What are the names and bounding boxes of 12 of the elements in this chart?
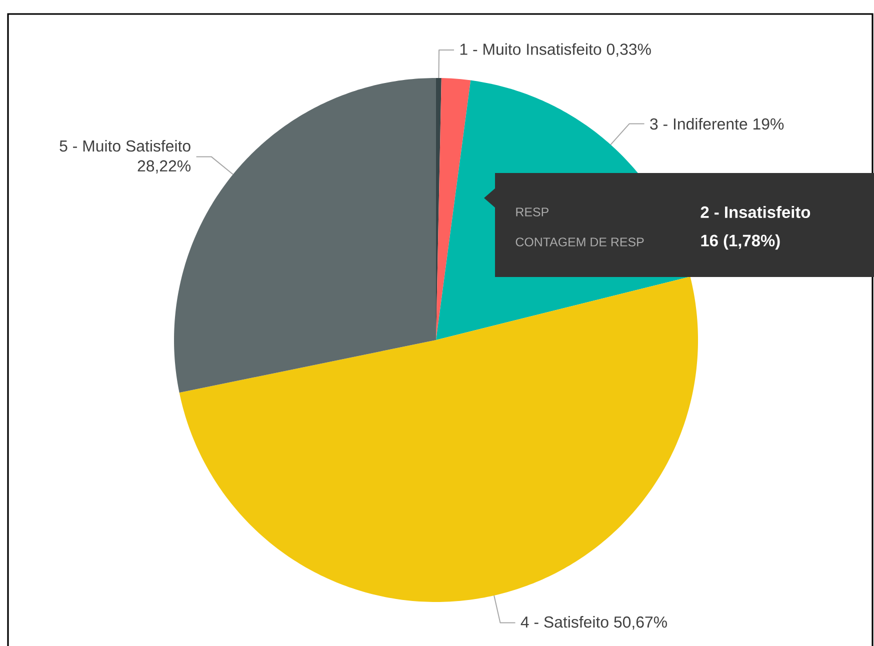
text: CONTAGEM DE RESP: [516, 238, 644, 246]
text: 2 - Insatisfeito: [700, 206, 810, 218]
data-label: 0,33%: [606, 44, 651, 57]
text: 16 (1,78%): [701, 234, 780, 250]
text: RESP: [516, 208, 548, 216]
slice-label: 4 - Satisfeito: [520, 616, 608, 628]
slice-label: 1 - Muito Insatisfeito: [460, 43, 602, 55]
slice-label: 5 - Muito Satisfeito: [60, 140, 190, 152]
data-label: 50,67%: [614, 616, 667, 630]
slice-label: 3 - Indiferente: [650, 118, 748, 130]
data-label: 28,22%: [138, 160, 191, 174]
data-label: 19%: [753, 118, 784, 130]
